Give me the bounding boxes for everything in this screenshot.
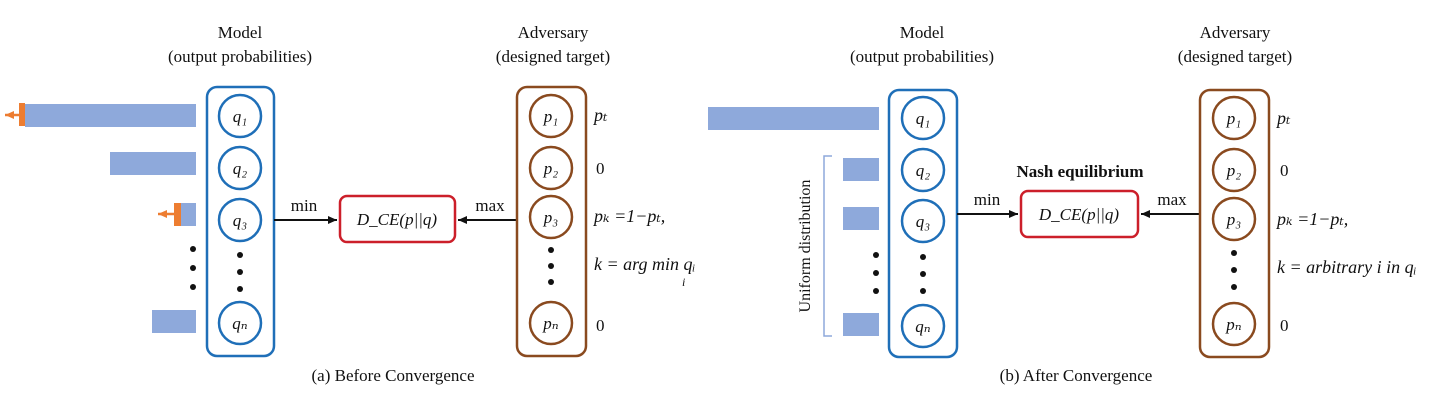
q-node-2: q₂ [900,147,946,193]
target-value-3: pₖ =1−pₜ, [1275,209,1348,229]
svg-text:q₃: q₃ [233,211,248,230]
q-node-1: q₁ [217,93,263,139]
prob-bar-q3 [843,207,879,230]
prob-bar-q3 [181,203,196,226]
q-node-n: qₙ [900,303,946,349]
max-label: max [475,196,505,215]
prob-bar-q2 [843,158,879,181]
svg-text:q₁: q₁ [916,109,930,128]
svg-text:q₂: q₂ [916,161,931,180]
q-node-n: qₙ [217,300,263,346]
p-node-n: pₙ [528,300,574,346]
bar-ellipsis [873,252,879,294]
adversary-box [515,85,588,358]
argmin-subscript: i [682,275,685,289]
q-node-1: q₁ [900,95,946,141]
min-label: min [291,196,318,215]
prob-bar-qn [152,310,196,333]
p-node-2: p₂ [1211,147,1257,193]
prob-bar-q1 [708,107,879,130]
cross-entropy-label: D_CE(p||q) [356,210,438,229]
min-label: min [974,190,1001,209]
target-value-n: 0 [596,316,605,335]
decrease-arrow-q3 [158,203,181,226]
q-node-ellipsis [237,252,243,292]
svg-text:p₃: p₃ [1226,210,1242,229]
svg-text:qₙ: qₙ [232,314,248,333]
adversary-title: Adversary [1200,23,1271,42]
cross-entropy-box [1019,189,1140,239]
target-value-3: pₖ =1−pₜ, [592,206,665,226]
target-value-1: pₜ [1275,108,1291,128]
svg-text:q₂: q₂ [233,159,248,178]
model-subtitle: (output probabilities) [168,47,312,66]
target-value-arbitrary: k = arbitrary i in qᵢ [1277,257,1417,277]
cross-entropy-box [338,194,457,244]
q-node-3: q₃ [217,197,263,243]
uniform-bracket [823,155,832,337]
adversary-subtitle: (designed target) [496,47,610,66]
svg-text:p₃: p₃ [543,208,559,227]
q-node-2: q₂ [217,145,263,191]
model-box [205,85,276,358]
p-node-3: p₃ [528,194,574,240]
target-value-2: 0 [1280,161,1289,180]
model-title: Model [900,23,945,42]
svg-text:p₁: p₁ [543,107,558,126]
model-title: Model [218,23,263,42]
target-value-n: 0 [1280,316,1289,335]
svg-text:p₂: p₂ [543,159,559,178]
cross-entropy-label: D_CE(p||q) [1038,205,1120,224]
prob-bar-q2 [110,152,196,175]
decrease-arrow-q1 [5,103,25,126]
adversary-title: Adversary [518,23,589,42]
model-subtitle: (output probabilities) [850,47,994,66]
svg-text:p₁: p₁ [1226,109,1241,128]
uniform-distribution-label: Uniform distribution [797,180,814,313]
q-node-3: q₃ [900,198,946,244]
p-node-2: p₂ [528,145,574,191]
svg-text:qₙ: qₙ [915,317,931,336]
adversary-subtitle: (designed target) [1178,47,1292,66]
adversary-box [1198,88,1271,359]
p-node-1: p₁ [528,93,574,139]
q-node-ellipsis [920,254,926,294]
p-node-3: p₃ [1211,196,1257,242]
svg-text:pₙ: pₙ [542,314,559,333]
bar-ellipsis [190,246,196,290]
svg-text:q₃: q₃ [916,212,931,231]
panel-b: Model (output probabilities) Adversary (… [708,23,1417,385]
nash-equilibrium-label: Nash equilibrium [1016,162,1143,181]
model-box [887,88,959,359]
svg-text:p₂: p₂ [1226,161,1242,180]
panel-a: Model (output probabilities) Adversary (… [5,23,695,385]
target-value-1: pₜ [592,105,608,125]
caption-b: (b) After Convergence [1000,366,1153,385]
prob-bar-q1 [25,104,196,127]
prob-bar-qn [843,313,879,336]
svg-text:q₁: q₁ [233,107,247,126]
p-node-ellipsis [548,247,554,285]
target-value-2: 0 [596,159,605,178]
target-value-argmin: k = arg min qᵢ [594,254,695,274]
p-node-n: pₙ [1211,301,1257,347]
p-node-ellipsis [1231,250,1237,290]
svg-text:pₙ: pₙ [1225,315,1242,334]
max-label: max [1157,190,1187,209]
p-node-1: p₁ [1211,95,1257,141]
caption-a: (a) Before Convergence [312,366,475,385]
